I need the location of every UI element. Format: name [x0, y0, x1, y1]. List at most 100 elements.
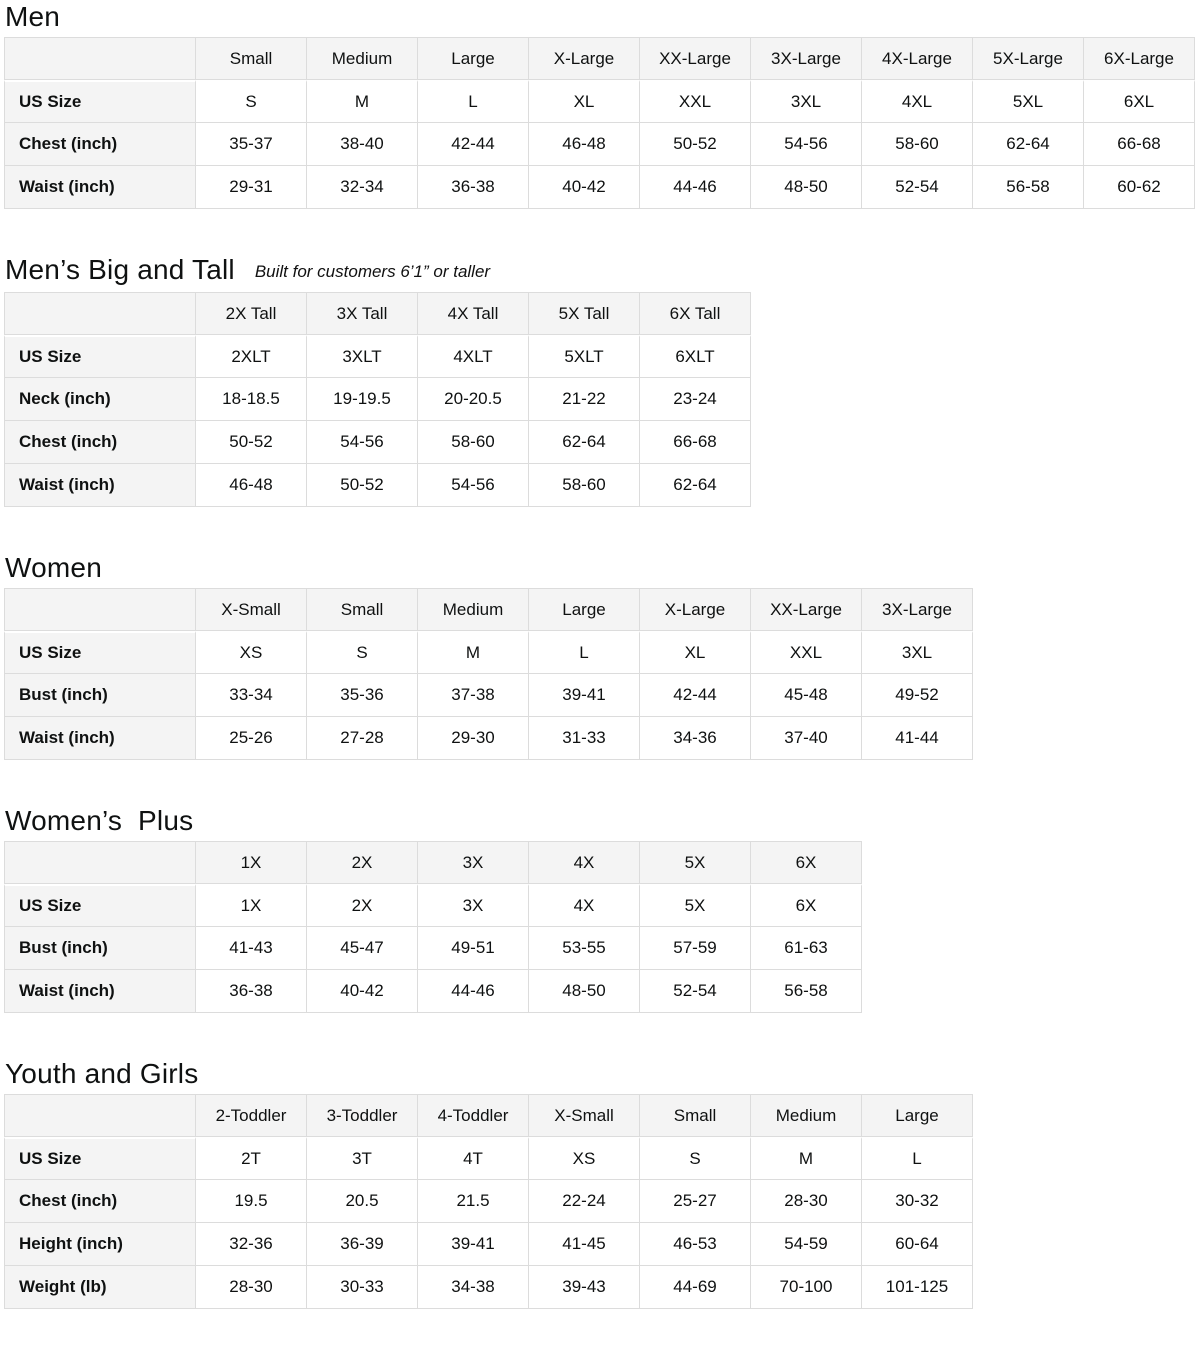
- row-label: Waist (inch): [4, 166, 196, 209]
- size-cell: 40-42: [307, 970, 418, 1013]
- table-row: US Size 1X 2X 3X 4X 5X 6X: [4, 884, 862, 927]
- column-header: Medium: [418, 588, 529, 631]
- section-title-text: Women: [5, 552, 102, 583]
- size-cell: 62-64: [973, 123, 1084, 166]
- size-table-womens-plus: 1X 2X 3X 4X 5X 6X US Size 1X 2X 3X 4X 5X 6X Bust (inc…: [4, 841, 862, 1013]
- size-cell: 46-53: [640, 1223, 751, 1266]
- row-label: US Size: [4, 1137, 196, 1180]
- table-row: Bust (inch) 33-34 35-36 37-38 39-41 42-44 45-4…: [4, 674, 973, 717]
- size-chart-page: Men Small Medium Large X-Large XX-Large 3X-La…: [4, 2, 1196, 1309]
- column-header: 3X: [418, 841, 529, 884]
- column-header: XX-Large: [751, 588, 862, 631]
- size-cell: 3T: [307, 1137, 418, 1180]
- size-cell: 4T: [418, 1137, 529, 1180]
- size-cell: 28-30: [196, 1266, 307, 1309]
- size-cell: 41-45: [529, 1223, 640, 1266]
- size-cell: 46-48: [529, 123, 640, 166]
- size-cell: 23-24: [640, 378, 751, 421]
- section-women: Women X-Small Small Medium Large X-Large XX-L…: [4, 553, 1196, 760]
- column-header: 4X Tall: [418, 292, 529, 335]
- size-cell: 44-46: [640, 166, 751, 209]
- size-cell: L: [529, 631, 640, 674]
- column-header: 3X-Large: [751, 37, 862, 80]
- size-cell: 42-44: [640, 674, 751, 717]
- column-header: XX-Large: [640, 37, 751, 80]
- table-row: US Size XS S M L XL XXL 3XL: [4, 631, 973, 674]
- row-label: Weight (lb): [4, 1266, 196, 1309]
- size-cell: 48-50: [529, 970, 640, 1013]
- size-cell: 66-68: [640, 421, 751, 464]
- size-cell: 31-33: [529, 717, 640, 760]
- table-row: Chest (inch) 35-37 38-40 42-44 46-48 50-52 54-…: [4, 123, 1195, 166]
- size-cell: 45-48: [751, 674, 862, 717]
- column-header: Large: [529, 588, 640, 631]
- column-header: Large: [862, 1094, 973, 1137]
- size-cell: 18-18.5: [196, 378, 307, 421]
- column-header: Small: [196, 37, 307, 80]
- size-cell: 32-36: [196, 1223, 307, 1266]
- size-cell: 54-56: [418, 464, 529, 507]
- column-header: 4-Toddler: [418, 1094, 529, 1137]
- size-cell: 49-52: [862, 674, 973, 717]
- table-row: Chest (inch) 19.5 20.5 21.5 22-24 25-27 28-30 3…: [4, 1180, 973, 1223]
- section-youth-and-girls: Youth and Girls 2-Toddler 3-Toddler 4-Todd…: [4, 1059, 1196, 1309]
- size-table-mens-big-and-tall: 2X Tall 3X Tall 4X Tall 5X Tall 6X Tall US Si…: [4, 292, 751, 507]
- table-row: Waist (inch) 46-48 50-52 54-56 58-60 62-64: [4, 464, 751, 507]
- size-cell: 4X: [529, 884, 640, 927]
- size-cell: 4XLT: [418, 335, 529, 378]
- table-row: US Size 2XLT 3XLT 4XLT 5XLT 6XLT: [4, 335, 751, 378]
- size-cell: 41-43: [196, 927, 307, 970]
- column-header: Medium: [307, 37, 418, 80]
- corner-cell: [4, 292, 196, 335]
- size-cell: 33-34: [196, 674, 307, 717]
- section-title-text: Women’s Plus: [5, 805, 194, 836]
- size-cell: 52-54: [862, 166, 973, 209]
- size-cell: S: [640, 1137, 751, 1180]
- size-cell: 6XL: [1084, 80, 1195, 123]
- section-title-text: Youth and Girls: [5, 1058, 199, 1089]
- column-header: 1X: [196, 841, 307, 884]
- size-cell: 4XL: [862, 80, 973, 123]
- size-cell: 35-36: [307, 674, 418, 717]
- row-label: Chest (inch): [4, 421, 196, 464]
- size-cell: 61-63: [751, 927, 862, 970]
- size-cell: 19.5: [196, 1180, 307, 1223]
- size-cell: 62-64: [529, 421, 640, 464]
- size-cell: 54-56: [751, 123, 862, 166]
- size-cell: 58-60: [529, 464, 640, 507]
- corner-cell: [4, 841, 196, 884]
- size-cell: 5XL: [973, 80, 1084, 123]
- size-cell: 35-37: [196, 123, 307, 166]
- size-cell: 5XLT: [529, 335, 640, 378]
- column-header: 3-Toddler: [307, 1094, 418, 1137]
- size-cell: 60-62: [1084, 166, 1195, 209]
- column-header: Large: [418, 37, 529, 80]
- column-header: 5X-Large: [973, 37, 1084, 80]
- size-cell: 40-42: [529, 166, 640, 209]
- size-cell: 36-38: [418, 166, 529, 209]
- size-cell: 19-19.5: [307, 378, 418, 421]
- column-header: X-Large: [529, 37, 640, 80]
- size-cell: 36-39: [307, 1223, 418, 1266]
- header-row: 2X Tall 3X Tall 4X Tall 5X Tall 6X Tall: [4, 292, 751, 335]
- column-header: 2X: [307, 841, 418, 884]
- column-header: 2-Toddler: [196, 1094, 307, 1137]
- size-cell: 39-41: [529, 674, 640, 717]
- size-cell: 50-52: [196, 421, 307, 464]
- size-cell: 56-58: [973, 166, 1084, 209]
- size-cell: XL: [640, 631, 751, 674]
- size-cell: 3XLT: [307, 335, 418, 378]
- size-cell: 29-31: [196, 166, 307, 209]
- size-cell: 21.5: [418, 1180, 529, 1223]
- size-cell: 46-48: [196, 464, 307, 507]
- table-row: Waist (inch) 36-38 40-42 44-46 48-50 52-54 56-…: [4, 970, 862, 1013]
- row-label: US Size: [4, 80, 196, 123]
- column-header: 3X Tall: [307, 292, 418, 335]
- section-title-women: Women: [5, 553, 1196, 583]
- size-table-women: X-Small Small Medium Large X-Large XX-Large 3X…: [4, 588, 973, 760]
- size-cell: 25-26: [196, 717, 307, 760]
- size-cell: 34-38: [418, 1266, 529, 1309]
- row-label: Waist (inch): [4, 970, 196, 1013]
- row-label: Chest (inch): [4, 123, 196, 166]
- section-mens-big-and-tall: Men’s Big and Tall Built for customers 6’…: [4, 255, 1196, 507]
